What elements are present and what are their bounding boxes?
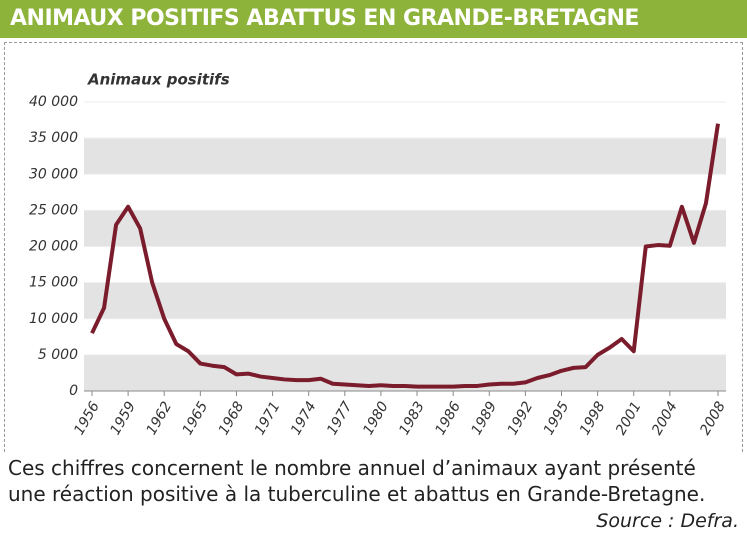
- band: [84, 138, 726, 175]
- y-tick-label: 30 000: [29, 166, 78, 182]
- x-tick-label: 1968: [216, 399, 248, 438]
- x-tick-label: 1998: [577, 399, 609, 438]
- x-tick-label: 2001: [613, 399, 645, 438]
- caption: Ces chiffres concernent le nombre annuel…: [8, 456, 706, 506]
- chart-title: ANIMAUX POSITIFS ABATTUS EN GRANDE-BRETA…: [0, 0, 747, 38]
- y-tick-label: 10 000: [29, 311, 78, 327]
- x-tick-label: 1980: [360, 399, 392, 438]
- x-tick-label: 1989: [469, 399, 501, 438]
- x-tick-label: 2004: [649, 399, 681, 438]
- x-tick-label: 1965: [180, 399, 212, 438]
- x-tick-label: 1971: [252, 399, 284, 438]
- x-tick-label: 1956: [71, 399, 103, 438]
- y-tick-label: 20 000: [29, 239, 78, 255]
- x-tick-label: 1986: [432, 399, 464, 438]
- y-tick-label: 0: [69, 383, 78, 399]
- x-tick-label: 1962: [143, 399, 175, 438]
- x-tick-label: 1995: [541, 399, 573, 438]
- y-tick-label: 35 000: [29, 130, 78, 146]
- y-tick-label: 40 000: [29, 94, 78, 110]
- frame: [4, 42, 743, 452]
- band: [84, 282, 726, 319]
- x-tick-label: 1992: [505, 399, 537, 438]
- source: Source : Defra.: [596, 510, 739, 532]
- x-tick-label: 1983: [396, 399, 428, 438]
- y-tick-label: 5 000: [38, 347, 78, 363]
- y-tick-label: 15 000: [29, 275, 78, 291]
- x-tick-label: 1977: [324, 399, 356, 438]
- x-tick-label: 2008: [697, 399, 729, 438]
- x-tick-label: 1974: [288, 399, 320, 438]
- y-tick-label: 25 000: [29, 202, 78, 218]
- line: [90, 123, 720, 389]
- x-tick-label: 1959: [107, 399, 139, 438]
- band: [84, 210, 726, 247]
- y-axis-label: Animaux positifs: [87, 71, 230, 89]
